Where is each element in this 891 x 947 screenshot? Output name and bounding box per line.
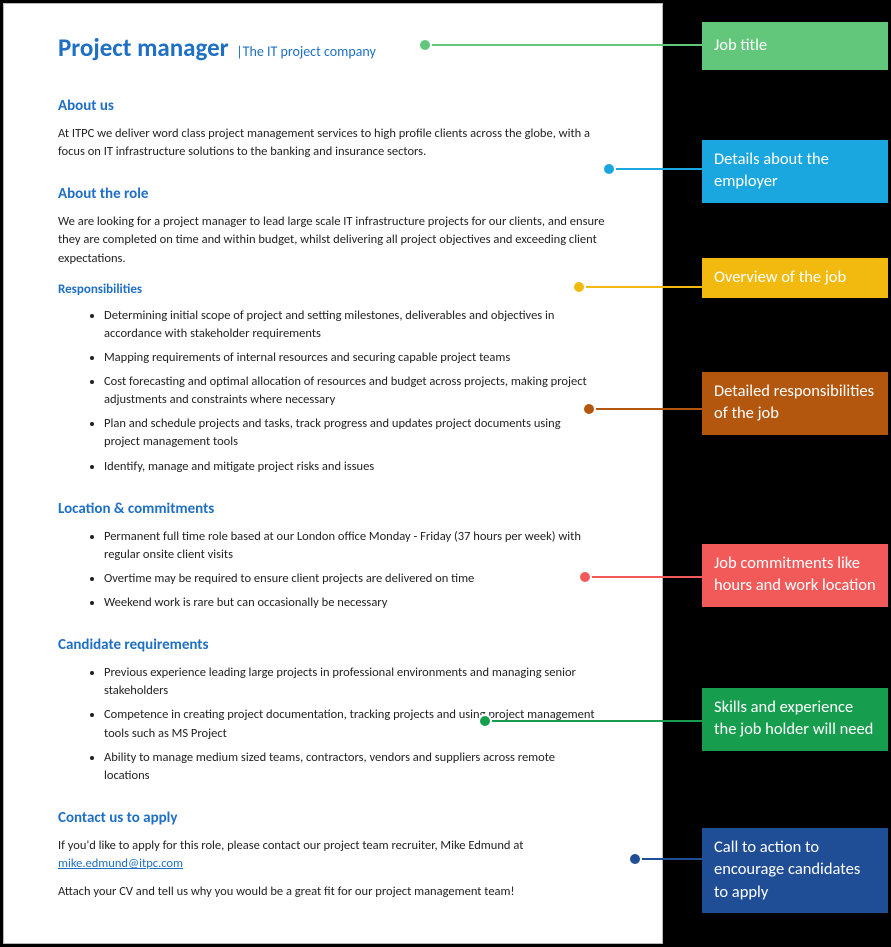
list-item: Identify, manage and mitigate project ri… [104, 458, 608, 476]
connector-line [586, 576, 702, 578]
callout-job-title: Job title [702, 22, 888, 70]
callout-commitments: Job commitments like hours and work loca… [702, 544, 888, 607]
callout-cta: Call to action to encourage candidates t… [702, 828, 888, 913]
connector-dot [572, 280, 586, 294]
body-about-us: At ITPC we deliver word class project ma… [58, 125, 608, 161]
section-about-role: About the role We are looking for a proj… [58, 185, 608, 475]
section-location: Location & commitments Permanent full ti… [58, 500, 608, 613]
section-contact: Contact us to apply If you'd like to app… [58, 809, 608, 901]
connector-dot [418, 38, 432, 52]
list-requirements: Previous experience leading large projec… [58, 664, 608, 785]
company-subtitle: |The IT project company [236, 43, 376, 60]
connector-line [636, 858, 702, 860]
title-row: Project manager |The IT project company [58, 32, 608, 63]
connector-line [610, 168, 702, 170]
section-about-us: About us At ITPC we deliver word class p… [58, 97, 608, 161]
list-item: Previous experience leading large projec… [104, 664, 608, 700]
list-item: Weekend work is rare but can occasionall… [104, 594, 608, 612]
connector-line [590, 408, 702, 410]
list-item: Permanent full time role based at our Lo… [104, 528, 608, 564]
body-contact: If you'd like to apply for this role, pl… [58, 837, 608, 873]
list-item: Mapping requirements of internal resourc… [104, 349, 608, 367]
connector-line [486, 720, 702, 722]
body-contact-2: Attach your CV and tell us why you would… [58, 883, 608, 901]
connector-dot [578, 570, 592, 584]
section-requirements: Candidate requirements Previous experien… [58, 636, 608, 785]
list-item: Overtime may be required to ensure clien… [104, 570, 608, 588]
connector-dot [602, 162, 616, 176]
heading-about-us: About us [58, 97, 608, 115]
callout-responsibilities: Detailed responsibilities of the job [702, 372, 888, 435]
list-item: Determining initial scope of project and… [104, 307, 608, 343]
list-item: Cost forecasting and optimal allocation … [104, 373, 608, 409]
heading-responsibilities: Responsibilities [58, 282, 608, 297]
heading-about-role: About the role [58, 185, 608, 203]
contact-email-link[interactable]: mike.edmund@itpc.com [58, 856, 183, 871]
callout-skills: Skills and experience the job holder wil… [702, 688, 888, 751]
job-title: Project manager [58, 32, 229, 63]
heading-contact: Contact us to apply [58, 809, 608, 827]
callout-overview: Overview of the job [702, 258, 888, 298]
connector-dot [628, 852, 642, 866]
list-item: Plan and schedule projects and tasks, tr… [104, 415, 608, 451]
list-item: Competence in creating project documenta… [104, 706, 608, 742]
heading-requirements: Candidate requirements [58, 636, 608, 654]
heading-location: Location & commitments [58, 500, 608, 518]
document-page: Project manager |The IT project company … [3, 3, 663, 944]
callout-employer: Details about the employer [702, 140, 888, 203]
body-about-role: We are looking for a project manager to … [58, 213, 608, 267]
list-item: Ability to manage medium sized teams, co… [104, 749, 608, 785]
connector-line [580, 286, 702, 288]
contact-pre-text: If you'd like to apply for this role, pl… [58, 838, 523, 853]
list-responsibilities: Determining initial scope of project and… [58, 307, 608, 476]
connector-line [426, 44, 702, 46]
list-location: Permanent full time role based at our Lo… [58, 528, 608, 613]
connector-dot [582, 402, 596, 416]
connector-dot [478, 714, 492, 728]
